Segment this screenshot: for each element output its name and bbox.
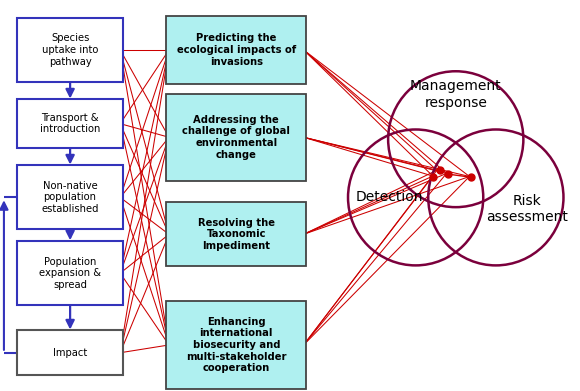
FancyBboxPatch shape <box>17 241 123 305</box>
FancyBboxPatch shape <box>17 330 123 375</box>
Text: Detection: Detection <box>356 190 423 204</box>
Text: Population
expansion &
spread: Population expansion & spread <box>39 256 101 290</box>
Text: Enhancing
international
biosecurity and
multi-stakeholder
cooperation: Enhancing international biosecurity and … <box>186 317 287 373</box>
FancyBboxPatch shape <box>166 301 306 389</box>
FancyBboxPatch shape <box>166 93 306 181</box>
FancyBboxPatch shape <box>166 16 306 84</box>
Text: Predicting the
ecological impacts of
invasions: Predicting the ecological impacts of inv… <box>177 33 296 66</box>
Text: Resolving the
Taxonomic
Impediment: Resolving the Taxonomic Impediment <box>198 218 275 251</box>
FancyBboxPatch shape <box>17 18 123 82</box>
Text: Management
response: Management response <box>410 79 502 109</box>
Text: Addressing the
challenge of global
environmental
change: Addressing the challenge of global envir… <box>182 115 290 160</box>
Text: Species
uptake into
pathway: Species uptake into pathway <box>42 33 98 66</box>
Text: Risk
assessment: Risk assessment <box>486 194 568 224</box>
Text: Non-native
population
established: Non-native population established <box>41 181 99 214</box>
Text: Transport &
introduction: Transport & introduction <box>40 113 100 135</box>
FancyBboxPatch shape <box>166 202 306 266</box>
Text: Impact: Impact <box>53 348 87 358</box>
FancyBboxPatch shape <box>17 99 123 148</box>
FancyBboxPatch shape <box>17 165 123 230</box>
